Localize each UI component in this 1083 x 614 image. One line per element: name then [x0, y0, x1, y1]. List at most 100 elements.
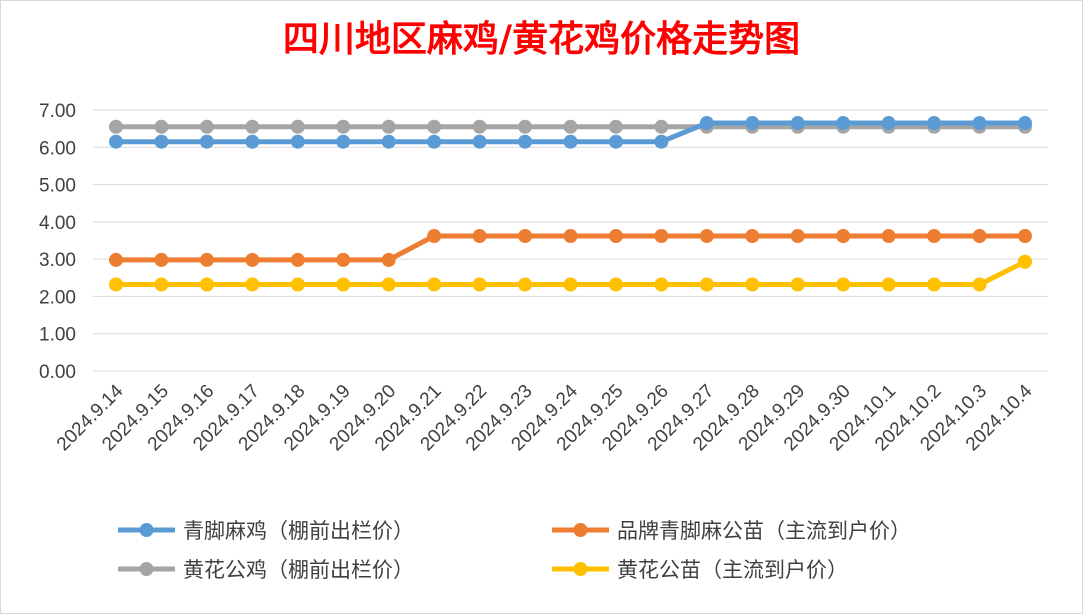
- y-tick-label: 4.00: [39, 213, 76, 234]
- data-point: [745, 116, 760, 131]
- data-point: [472, 229, 487, 244]
- data-point: [563, 277, 578, 292]
- data-point: [290, 252, 305, 267]
- data-point: [608, 119, 623, 134]
- data-point: [336, 134, 351, 149]
- data-point: [699, 229, 714, 244]
- data-point: [654, 277, 669, 292]
- data-point: [563, 229, 578, 244]
- data-point: [199, 134, 214, 149]
- data-point: [699, 116, 714, 131]
- data-point: [881, 229, 896, 244]
- data-point: [381, 134, 396, 149]
- data-point: [109, 119, 123, 134]
- data-point: [472, 277, 487, 292]
- data-point: [518, 277, 533, 292]
- legend-label: 黄花公鸡（棚前出栏价）: [183, 558, 414, 582]
- data-point: [654, 229, 669, 244]
- legend-swatch-marker: [139, 562, 154, 576]
- data-point: [1018, 116, 1032, 131]
- data-point: [336, 252, 351, 267]
- data-point: [154, 119, 169, 134]
- legend-label: 品牌青脚麻公苗（主流到户价）: [617, 519, 911, 543]
- y-tick-label: 1.00: [39, 325, 76, 346]
- series-0: [109, 116, 1032, 149]
- data-point: [518, 229, 533, 244]
- data-point: [336, 119, 351, 134]
- legend-swatch-marker: [573, 562, 588, 576]
- data-point: [245, 252, 260, 267]
- series-1: [109, 229, 1032, 267]
- data-point: [1018, 229, 1032, 244]
- data-point: [472, 119, 487, 134]
- series-3: [109, 254, 1032, 292]
- data-point: [245, 134, 260, 149]
- legend-entry: 黄花公苗（主流到户价）: [552, 558, 848, 582]
- legend-label: 青脚麻鸡（棚前出栏价）: [183, 519, 414, 543]
- data-point: [518, 134, 533, 149]
- data-point: [836, 277, 851, 292]
- data-point: [290, 134, 305, 149]
- data-point: [109, 252, 123, 267]
- data-point: [745, 277, 760, 292]
- data-point: [790, 116, 805, 131]
- y-tick-label: 5.00: [39, 176, 76, 197]
- legend-swatch-marker: [573, 523, 588, 537]
- data-point: [427, 134, 442, 149]
- data-point: [336, 277, 351, 292]
- data-point: [836, 229, 851, 244]
- data-point: [245, 277, 260, 292]
- legend-entry: 青脚麻鸡（棚前出栏价）: [118, 519, 414, 543]
- data-point: [199, 277, 214, 292]
- data-point: [199, 252, 214, 267]
- data-point: [927, 229, 942, 244]
- data-point: [790, 229, 805, 244]
- data-point: [563, 119, 578, 134]
- data-point: [699, 277, 714, 292]
- data-point: [745, 229, 760, 244]
- legend-label: 黄花公苗（主流到户价）: [617, 558, 848, 582]
- data-point: [1018, 254, 1032, 269]
- chart-title: 四川地区麻鸡/黄花鸡价格走势图: [282, 18, 801, 60]
- data-point: [290, 277, 305, 292]
- data-point: [154, 277, 169, 292]
- data-point: [608, 229, 623, 244]
- data-point: [427, 119, 442, 134]
- data-point: [518, 119, 533, 134]
- data-point: [972, 229, 987, 244]
- y-axis-tick-labels: 0.00 1.00 2.00 3.00 4.00 5.00 6.00 7.00: [39, 101, 76, 383]
- data-point: [563, 134, 578, 149]
- series-group: [109, 116, 1032, 292]
- legend-entry: 黄花公鸡（棚前出栏价）: [118, 558, 414, 582]
- data-point: [927, 277, 942, 292]
- data-point: [109, 277, 123, 292]
- x-axis-tick-labels: 2024.9.142024.9.152024.9.162024.9.172024…: [53, 380, 1037, 455]
- data-point: [654, 119, 669, 134]
- data-point: [427, 229, 442, 244]
- legend: 青脚麻鸡（棚前出栏价） 品牌青脚麻公苗（主流到户价） 黄花公鸡（棚前出栏价） 黄花公苗…: [118, 519, 911, 582]
- data-point: [881, 277, 896, 292]
- data-point: [381, 277, 396, 292]
- data-point: [381, 252, 396, 267]
- data-point: [472, 134, 487, 149]
- y-tick-label: 0.00: [39, 362, 76, 383]
- data-point: [290, 119, 305, 134]
- y-tick-label: 6.00: [39, 138, 76, 159]
- data-point: [154, 134, 169, 149]
- legend-entry: 品牌青脚麻公苗（主流到户价）: [552, 519, 911, 543]
- data-point: [427, 277, 442, 292]
- data-point: [972, 116, 987, 131]
- data-point: [109, 134, 123, 149]
- data-point: [199, 119, 214, 134]
- data-point: [608, 277, 623, 292]
- data-point: [608, 134, 623, 149]
- data-point: [381, 119, 396, 134]
- y-tick-label: 7.00: [39, 101, 76, 122]
- y-tick-label: 3.00: [39, 250, 76, 271]
- legend-swatch-marker: [139, 523, 154, 537]
- data-point: [972, 277, 987, 292]
- data-point: [654, 134, 669, 149]
- data-point: [836, 116, 851, 131]
